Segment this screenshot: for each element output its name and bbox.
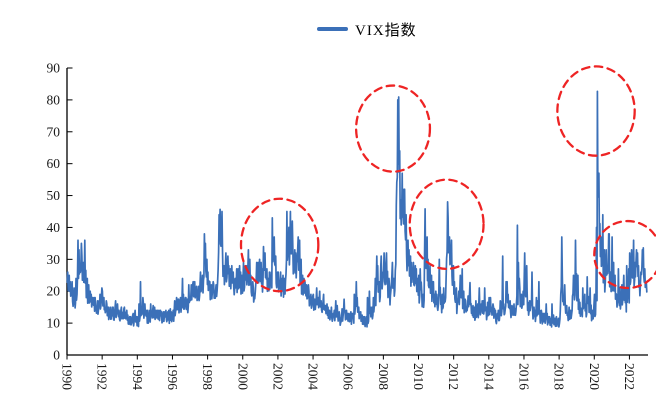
x-axis-tick-label: 1990 xyxy=(60,363,75,390)
x-axis-tick-label: 2014 xyxy=(481,363,496,390)
x-axis-tick-label: 2004 xyxy=(306,363,321,390)
y-axis-tick-label: 40 xyxy=(47,220,61,235)
highlight-circle xyxy=(593,219,656,290)
x-axis-tick-label: 2016 xyxy=(516,363,531,390)
legend-line-marker xyxy=(317,27,348,31)
legend-series-label: VIX指数 xyxy=(355,22,417,39)
x-axis-tick-label: 2020 xyxy=(587,363,602,390)
y-axis-tick-label: 80 xyxy=(47,92,61,107)
y-axis-tick-label: 20 xyxy=(47,284,61,299)
x-axis-tick-label: 2006 xyxy=(341,363,356,390)
y-axis-tick-label: 90 xyxy=(47,61,61,76)
x-axis-tick-label: 2008 xyxy=(376,363,391,390)
vix-series-line xyxy=(66,90,648,328)
x-axis-tick-label: 2018 xyxy=(552,363,567,390)
x-axis-tick-label: 1998 xyxy=(200,363,215,390)
y-axis-tick-label: 60 xyxy=(47,156,61,171)
x-axis-tick-label: 2000 xyxy=(235,363,250,390)
highlight-circle xyxy=(354,84,432,173)
x-axis-tick-label: 1992 xyxy=(95,363,110,390)
y-axis-tick-label: 70 xyxy=(47,124,61,139)
highlight-circle xyxy=(408,178,485,271)
y-axis-tick-label: 10 xyxy=(47,316,61,331)
highlight-circle xyxy=(239,197,320,293)
x-axis-tick-label: 2010 xyxy=(411,363,426,390)
y-axis-tick-label: 30 xyxy=(47,252,61,267)
x-axis-tick-label: 1994 xyxy=(130,363,145,390)
x-axis-tick-label: 2022 xyxy=(622,363,637,390)
x-axis-tick-label: 2012 xyxy=(446,363,461,390)
x-axis-tick-label: 1996 xyxy=(165,363,180,390)
chart-legend: VIX指数 xyxy=(317,20,417,39)
y-axis-tick-label: 0 xyxy=(53,348,60,363)
highlight-circle xyxy=(556,65,636,157)
y-axis-tick-label: 50 xyxy=(47,188,61,203)
x-axis-tick-label: 2002 xyxy=(270,363,285,390)
